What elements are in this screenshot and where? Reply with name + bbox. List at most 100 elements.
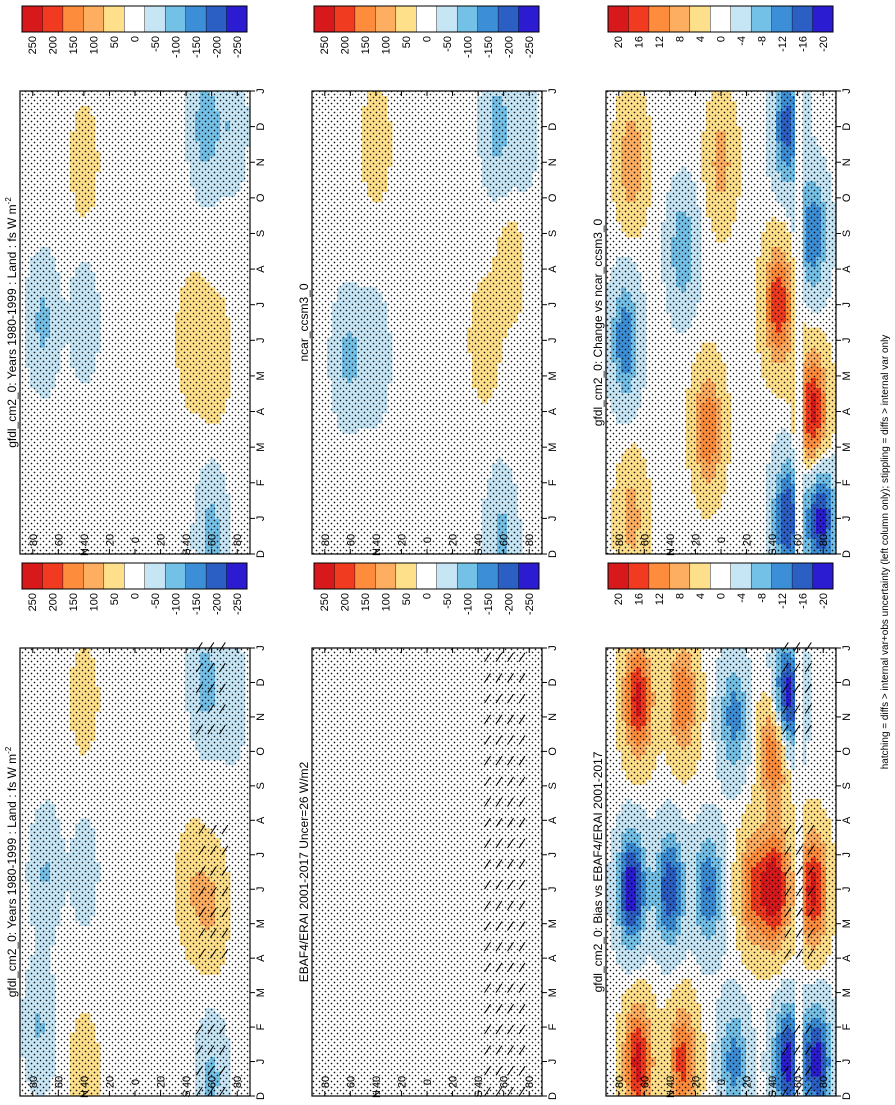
colorbar-swatch	[185, 5, 207, 33]
hatch-mark	[495, 776, 503, 787]
hatch-mark	[495, 879, 503, 890]
colorbar-tick-label: -50	[150, 36, 162, 52]
hatch-mark	[195, 662, 203, 673]
hatch-mark	[484, 817, 491, 828]
x-tick-label: A	[255, 816, 267, 824]
x-tick-label: A	[547, 954, 559, 962]
colorbar-frame	[21, 5, 248, 33]
colorbar-tick-label: 0	[130, 593, 142, 599]
colorbar-swatch	[354, 5, 376, 33]
panel-title-text: gfdl_cm2_0: Years 1980-1999 : Land : fs …	[5, 204, 19, 447]
y-tick-label: 40	[79, 534, 91, 546]
hatch-mark	[518, 673, 526, 683]
x-tick-label: M	[547, 371, 559, 380]
y-tick-label: 60	[499, 1076, 511, 1088]
y-tick-label: 0	[130, 1079, 142, 1085]
hatch-mark	[221, 928, 229, 938]
x-tick-label: M	[255, 988, 267, 997]
hatch-mark	[207, 724, 215, 735]
colorbar-tick-label: 100	[381, 36, 393, 54]
x-tick-label: J	[255, 516, 267, 522]
colorbar-tick-label: -50	[150, 593, 162, 609]
hatch-mark	[484, 1024, 491, 1035]
x-tick-label: J	[547, 516, 559, 522]
y-tick-label: 80	[28, 534, 40, 546]
colorbar-swatch	[226, 562, 248, 590]
hatch-mark	[484, 673, 491, 683]
hatch-mark	[518, 1086, 526, 1097]
x-tick-label: A	[255, 954, 267, 962]
x-tick-label: J	[255, 852, 267, 858]
hatch-mark	[198, 845, 206, 856]
north-label: N	[371, 1090, 383, 1098]
colorbar-swatch	[416, 562, 438, 590]
colorbar-tick-label: 100	[89, 36, 101, 54]
hatch-mark	[495, 755, 503, 766]
hatch-mark	[518, 693, 526, 704]
colorbar-swatch	[226, 5, 248, 33]
hatch-mark	[507, 859, 514, 869]
hatch-mark	[218, 724, 226, 735]
x-tick-label: J	[547, 302, 559, 308]
hatch-mark	[221, 886, 229, 897]
hatch-mark	[495, 652, 503, 663]
x-tick-label: M	[547, 988, 559, 997]
hatch-mark	[518, 1045, 526, 1055]
hatch-mark	[507, 1086, 514, 1097]
hatch-mark	[507, 735, 514, 745]
hatch-mark	[218, 1086, 226, 1097]
colorbar-swatch	[21, 562, 43, 590]
hatch-mark	[507, 817, 514, 828]
x-tick-label: O	[255, 747, 267, 756]
x-tick-label: D	[547, 123, 559, 131]
colorbar-tick-label: 50	[109, 593, 121, 605]
hatch-mark	[209, 907, 217, 918]
hatch-mark	[507, 983, 514, 993]
x-tick-label: F	[255, 1023, 267, 1030]
hatch-mark	[221, 824, 229, 835]
y-tick-label: 80	[232, 534, 244, 546]
hatch-mark	[518, 921, 526, 931]
hatching	[484, 652, 526, 1097]
colorbar-tick-label: 150	[360, 36, 372, 54]
colorbar-swatch	[436, 562, 458, 590]
hatch-mark	[195, 683, 203, 694]
x-tick-label: M	[255, 919, 267, 928]
y-tick-label: 20	[104, 534, 116, 546]
colorbar: 250 200 150 100 50 0 -50 -100 -150 -200 -250	[313, 562, 540, 615]
hatch-mark	[209, 886, 217, 897]
x-tick-label: D	[255, 1092, 267, 1100]
y-tick-label: 40	[79, 1076, 91, 1088]
hatch-mark	[221, 948, 229, 959]
y-tick-label: 60	[499, 534, 511, 546]
panel-title: gfdl_cm2_0: Years 1980-1999 : Land : fs …	[4, 197, 19, 448]
hatch-mark	[218, 1024, 226, 1035]
hatch-mark	[518, 1004, 526, 1014]
colorbar-swatch	[313, 5, 335, 33]
colorbar-swatch	[124, 562, 146, 590]
hatch-mark	[484, 693, 491, 704]
colorbar-tick-label: 200	[340, 593, 352, 611]
south-label: S	[181, 548, 193, 555]
hatch-mark	[518, 755, 526, 766]
colorbar-swatch	[144, 5, 166, 33]
colorbar-frame	[21, 562, 248, 590]
colorbar: 250 200 150 100 50 0 -50 -100 -150 -200 -250	[21, 562, 248, 615]
y-tick-label: 40	[371, 534, 383, 546]
hatch-mark	[495, 900, 503, 911]
x-tick-label: S	[255, 782, 267, 789]
colorbar-tick-label: 150	[68, 36, 80, 54]
y-tick-label: 60	[53, 534, 65, 546]
hatch-mark	[218, 704, 226, 714]
colorbar-swatch	[477, 562, 499, 590]
colorbar-tick-label: 0	[422, 593, 434, 599]
colorbar-swatch	[395, 5, 417, 33]
hatch-mark	[484, 838, 491, 849]
panel-title-text: gfdl_cm2_0: Years 1980-1999 : Land : fs …	[5, 754, 19, 997]
hatch-mark	[507, 755, 514, 766]
hatch-mark	[507, 652, 514, 663]
y-tick-label: 60	[207, 1076, 219, 1088]
